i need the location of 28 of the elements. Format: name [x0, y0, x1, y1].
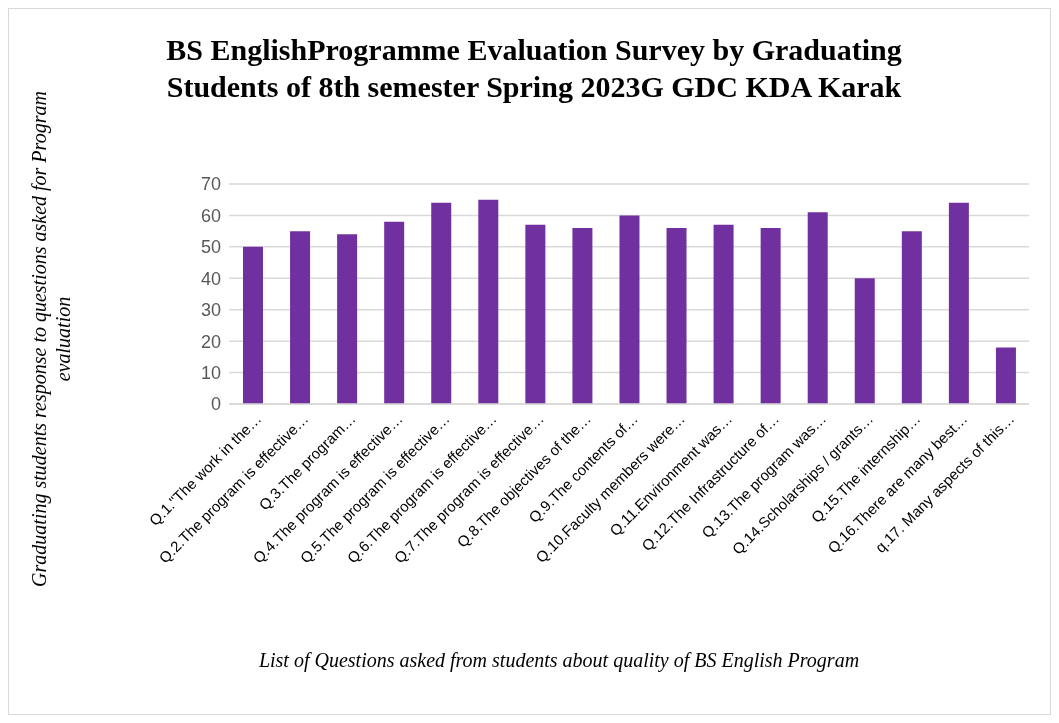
bar	[431, 202, 452, 404]
bar	[478, 199, 499, 404]
y-tick-label: 60	[200, 205, 221, 226]
bar	[713, 224, 734, 404]
bar	[854, 278, 875, 404]
y-tick-label: 50	[200, 237, 221, 258]
bar	[525, 224, 546, 404]
y-tick-label: 40	[200, 268, 221, 289]
y-tick-label: 0	[210, 394, 221, 415]
bar	[948, 202, 969, 404]
bar	[619, 215, 640, 404]
y-axis-title: Graduating students response to questions asked for Program evaluation	[27, 90, 75, 589]
bar	[995, 347, 1016, 404]
y-tick-label: 20	[200, 331, 221, 352]
bar	[666, 228, 687, 404]
bar	[901, 231, 922, 404]
y-tick-label: 70	[200, 174, 221, 195]
bar	[384, 221, 405, 404]
bar	[290, 231, 311, 404]
bar	[243, 246, 263, 404]
bar	[337, 234, 358, 404]
x-axis-title: List of Questions asked from students about quality of BS English Program	[257, 649, 861, 672]
y-tick-label: 30	[200, 300, 221, 321]
bar	[807, 212, 828, 404]
chart-title: BS EnglishProgramme Evaluation Survey by Graduating Students of 8th semester Spring 2023G GDC KDA Karak	[165, 32, 903, 105]
bar	[760, 228, 781, 404]
bar	[572, 228, 593, 404]
y-tick-label: 10	[200, 362, 221, 383]
